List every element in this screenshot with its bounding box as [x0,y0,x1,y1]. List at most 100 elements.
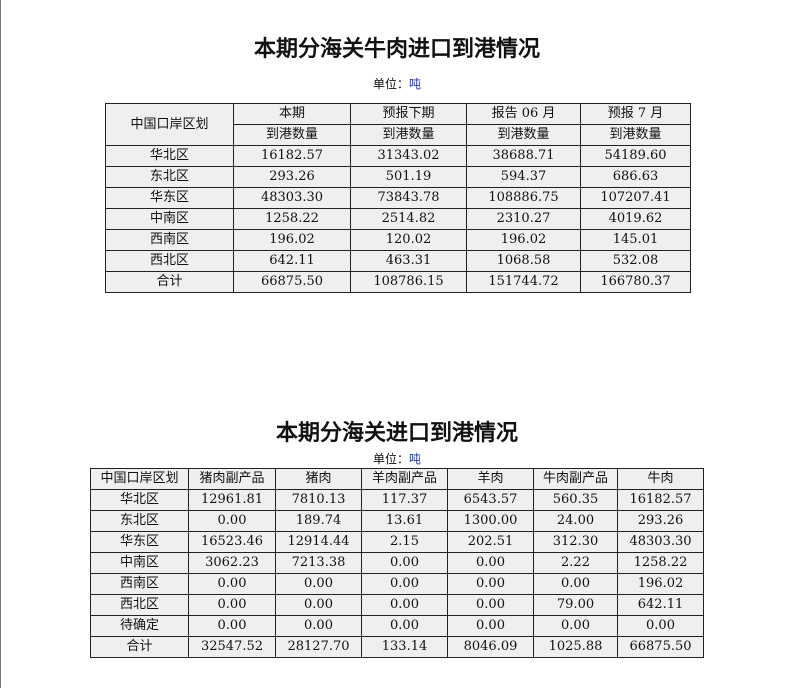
value-cell: 12961.81 [188,489,276,511]
header-cell: 中国口岸区划 [90,468,189,490]
value-cell: 24.00 [533,510,618,532]
table2-title: 本期分海关进口到港情况 [275,421,518,446]
subheader-cell: 到港数量 [580,124,691,146]
value-cell: 0.00 [447,552,534,574]
unit-value: 吨 [409,77,422,91]
region-cell: 合计 [90,636,189,658]
unit-label: 单位： [372,452,409,466]
value-cell: 196.02 [233,229,351,251]
value-cell: 2.22 [533,552,618,574]
page-border [0,0,1,688]
value-cell: 7810.13 [275,489,362,511]
header-cell: 牛肉 [617,468,704,490]
value-cell: 0.00 [275,573,362,595]
value-cell: 0.00 [275,615,362,637]
value-cell: 107207.41 [580,187,691,209]
value-cell: 2.15 [361,531,448,553]
table-row: 华北区 12961.81 7810.13 117.37 6543.57 560.35 161… [90,489,704,511]
header-cell: 猪肉 [275,468,362,490]
table-row: 西北区 0.00 0.00 0.00 0.00 79.00 642.11 [90,594,704,616]
table1-title: 本期分海关牛肉进口到港情况 [253,37,540,62]
value-cell: 16523.46 [188,531,276,553]
value-cell: 108786.15 [350,271,467,293]
value-cell: 1258.22 [617,552,704,574]
value-cell: 0.00 [275,594,362,616]
value-cell: 31343.02 [350,145,467,167]
subheader-cell: 到港数量 [466,124,581,146]
region-cell: 中南区 [105,208,234,230]
value-cell: 3062.23 [188,552,276,574]
value-cell: 532.08 [580,250,691,272]
header-cell: 猪肉副产品 [188,468,276,490]
value-cell: 54189.60 [580,145,691,167]
value-cell: 6543.57 [447,489,534,511]
value-cell: 293.26 [617,510,704,532]
value-cell: 1258.22 [233,208,351,230]
region-cell: 待确定 [90,615,189,637]
table-row: 西北区 642.11 463.31 1068.58 532.08 [105,250,691,272]
value-cell: 66875.50 [617,636,704,658]
header-cell: 中国口岸区划 [105,103,234,146]
region-cell: 西南区 [90,573,189,595]
value-cell: 1300.00 [447,510,534,532]
region-cell: 合计 [105,271,234,293]
region-cell: 西南区 [105,229,234,251]
value-cell: 38688.71 [466,145,581,167]
table-row: 华北区 16182.57 31343.02 38688.71 54189.60 [105,145,691,167]
value-cell: 16182.57 [617,489,704,511]
region-cell: 华东区 [105,187,234,209]
value-cell: 0.00 [447,615,534,637]
value-cell: 196.02 [466,229,581,251]
table1-unit: 单位：吨 [0,75,794,92]
value-cell: 189.74 [275,510,362,532]
header-cell: 羊肉副产品 [361,468,448,490]
value-cell: 145.01 [580,229,691,251]
value-cell: 117.37 [361,489,448,511]
value-cell: 133.14 [361,636,448,658]
region-cell: 东北区 [90,510,189,532]
header-cell: 本期 [233,103,351,125]
table-row: 中南区 1258.22 2514.82 2310.27 4019.62 [105,208,691,230]
region-cell: 华北区 [105,145,234,167]
value-cell: 0.00 [617,615,704,637]
value-cell: 8046.09 [447,636,534,658]
value-cell: 0.00 [361,594,448,616]
meat-arrivals-table: 中国口岸区划 猪肉副产品 猪肉 羊肉副产品 羊肉 牛肉副产品 牛肉 华北区 12961.81 78… [90,468,704,658]
value-cell: 293.26 [233,166,351,188]
value-cell: 642.11 [617,594,704,616]
value-cell: 196.02 [617,573,704,595]
region-cell: 西北区 [105,250,234,272]
value-cell: 32547.52 [188,636,276,658]
value-cell: 202.51 [447,531,534,553]
value-cell: 0.00 [188,594,276,616]
value-cell: 48303.30 [233,187,351,209]
value-cell: 28127.70 [275,636,362,658]
value-cell: 0.00 [447,594,534,616]
value-cell: 120.02 [350,229,467,251]
value-cell: 4019.62 [580,208,691,230]
region-cell: 华北区 [90,489,189,511]
region-cell: 中南区 [90,552,189,574]
value-cell: 13.61 [361,510,448,532]
value-cell: 73843.78 [350,187,467,209]
value-cell: 0.00 [188,573,276,595]
header-cell: 羊肉 [447,468,534,490]
value-cell: 2310.27 [466,208,581,230]
unit-label: 单位： [372,77,409,91]
value-cell: 151744.72 [466,271,581,293]
value-cell: 501.19 [350,166,467,188]
header-cell: 牛肉副产品 [533,468,618,490]
table-row: 东北区 293.26 501.19 594.37 686.63 [105,166,691,188]
value-cell: 12914.44 [275,531,362,553]
value-cell: 463.31 [350,250,467,272]
value-cell: 642.11 [233,250,351,272]
table-row: 合计 66875.50 108786.15 151744.72 166780.37 [105,271,691,293]
value-cell: 0.00 [447,573,534,595]
unit-value: 吨 [409,452,422,466]
value-cell: 0.00 [361,573,448,595]
value-cell: 0.00 [361,615,448,637]
table2-unit: 单位：吨 [0,450,794,467]
value-cell: 594.37 [466,166,581,188]
table-row: 合计 32547.52 28127.70 133.14 8046.09 1025.88 66… [90,636,704,658]
value-cell: 312.30 [533,531,618,553]
